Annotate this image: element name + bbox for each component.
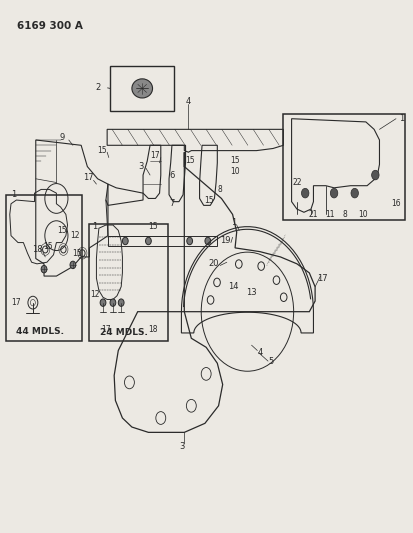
Text: 8: 8	[216, 185, 221, 194]
Circle shape	[301, 188, 308, 198]
Text: 15: 15	[72, 249, 82, 258]
Circle shape	[41, 265, 47, 273]
Text: 8: 8	[342, 211, 347, 220]
Ellipse shape	[132, 79, 152, 98]
Text: 22: 22	[292, 178, 301, 187]
Bar	[6, 195, 82, 341]
Bar	[282, 115, 404, 220]
Text: 10: 10	[357, 211, 367, 220]
Circle shape	[110, 299, 116, 306]
Text: 20: 20	[207, 260, 218, 268]
Circle shape	[100, 299, 106, 306]
Text: 18: 18	[147, 325, 157, 334]
Text: 17: 17	[150, 151, 160, 160]
Text: 4: 4	[185, 97, 190, 106]
Text: 17: 17	[83, 173, 94, 182]
Text: 19: 19	[220, 237, 230, 246]
Text: 1: 1	[398, 114, 404, 123]
Text: 15: 15	[147, 222, 157, 231]
Circle shape	[186, 237, 192, 245]
Circle shape	[145, 237, 151, 245]
Text: 6: 6	[169, 171, 174, 180]
Text: 17: 17	[12, 298, 21, 307]
Circle shape	[350, 188, 358, 198]
Text: 1: 1	[230, 219, 236, 228]
Text: 15: 15	[57, 226, 66, 235]
Text: 15: 15	[204, 196, 214, 205]
Text: 17: 17	[101, 325, 110, 334]
Bar	[89, 224, 167, 341]
Text: 3: 3	[179, 442, 185, 451]
Text: 15: 15	[229, 156, 239, 165]
Text: 1: 1	[11, 190, 17, 199]
Circle shape	[118, 299, 124, 306]
Text: 13: 13	[246, 287, 256, 296]
Text: 15: 15	[43, 242, 53, 251]
Text: 1: 1	[92, 222, 97, 231]
Text: 11: 11	[325, 211, 334, 220]
Circle shape	[122, 237, 128, 245]
Text: 6169 300 A: 6169 300 A	[17, 21, 83, 31]
Text: 17: 17	[316, 273, 327, 282]
Text: 9: 9	[60, 133, 65, 142]
Text: 10: 10	[229, 167, 239, 176]
Text: 44 MDLS.: 44 MDLS.	[16, 327, 64, 336]
Text: 2: 2	[96, 83, 101, 92]
Text: 4: 4	[256, 348, 262, 357]
Text: 15: 15	[97, 146, 106, 155]
Bar	[110, 66, 173, 111]
Text: 24 MDLS.: 24 MDLS.	[100, 328, 147, 337]
Text: 15: 15	[185, 156, 195, 165]
Circle shape	[70, 261, 76, 269]
Circle shape	[204, 237, 210, 245]
Text: 3: 3	[138, 162, 143, 171]
Text: 18: 18	[33, 245, 43, 254]
Text: 16: 16	[390, 199, 400, 208]
Circle shape	[371, 170, 378, 180]
Text: 21: 21	[308, 211, 318, 220]
Text: 7: 7	[169, 199, 174, 208]
Text: 14: 14	[228, 282, 238, 291]
Text: 12: 12	[90, 289, 99, 298]
Circle shape	[330, 188, 337, 198]
Text: 12: 12	[70, 231, 80, 240]
Text: 5: 5	[268, 357, 273, 366]
